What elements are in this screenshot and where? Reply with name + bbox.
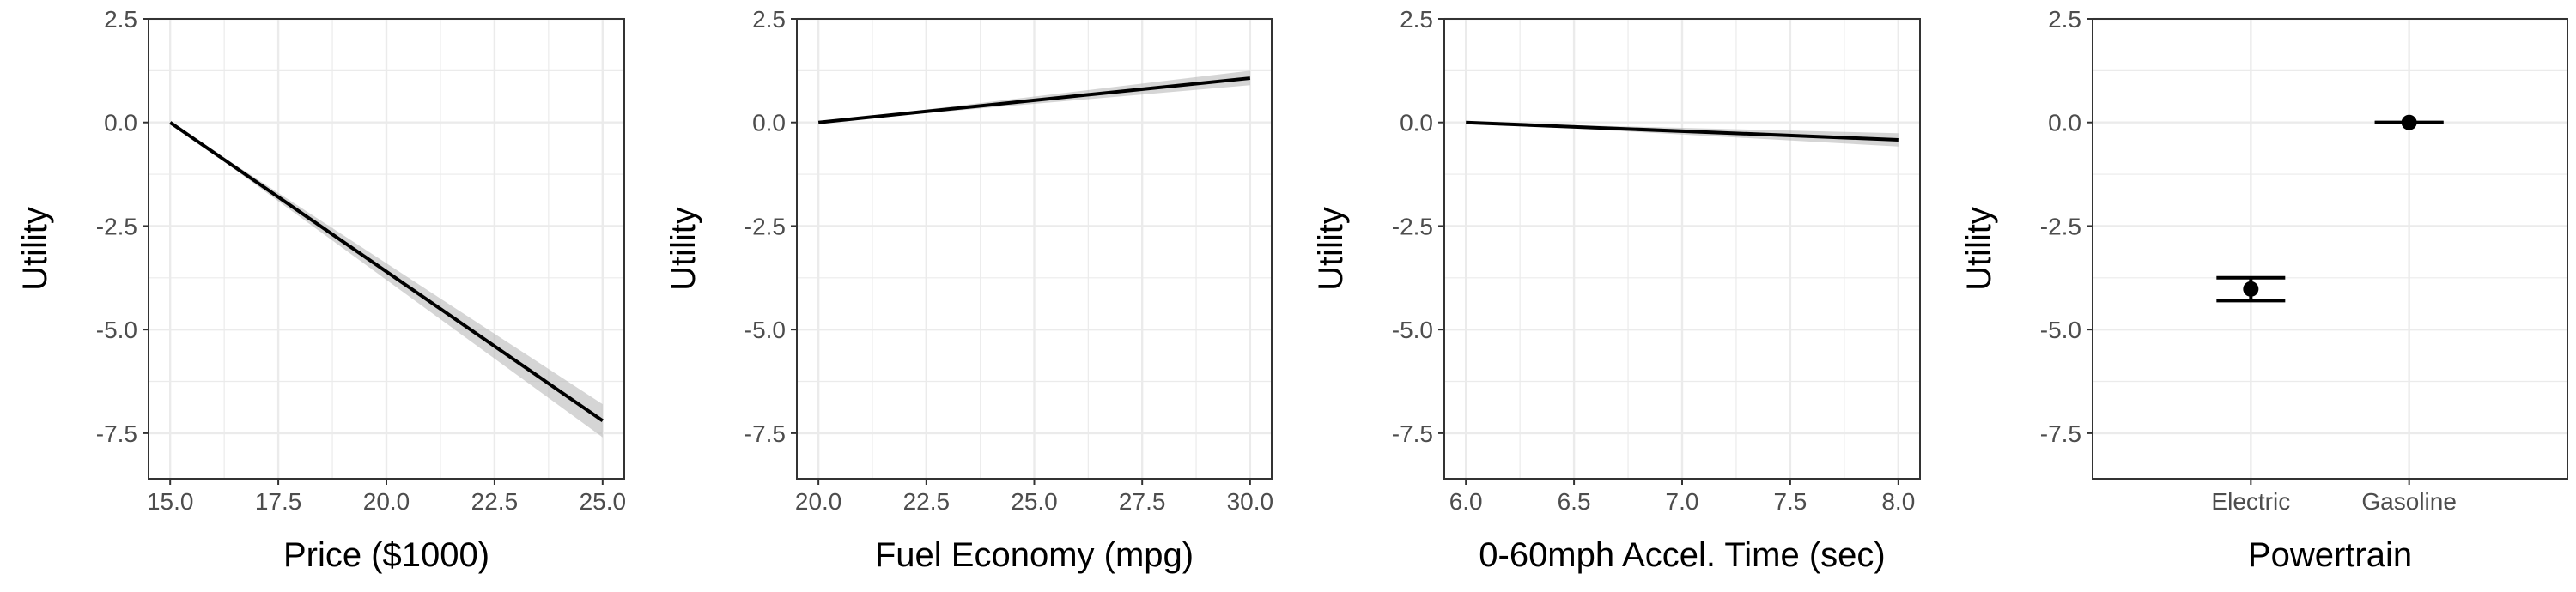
confidence-band xyxy=(818,70,1250,123)
y-tick-label: 0.0 xyxy=(752,110,786,136)
y-tick-label: 0.0 xyxy=(1400,110,1433,136)
y-tick-label: 0.0 xyxy=(104,110,137,136)
chart-panel-3: 2.5 0.0 -2.5 -5.0 -7.5 6.0 6.5 7.0 7.5 8.0 0-60mph… xyxy=(1312,6,1921,574)
y-tick-label: -7.5 xyxy=(2040,420,2081,447)
y-tick-label: 0.0 xyxy=(2048,110,2081,136)
x-tick-label: 7.5 xyxy=(1773,488,1807,515)
y-tick-label: 2.5 xyxy=(2048,6,2081,33)
utility-line xyxy=(817,76,1251,124)
y-axis-title: Utility xyxy=(665,207,702,291)
x-tick-label: Gasoline xyxy=(2361,488,2457,515)
y-axis-title: Utility xyxy=(1312,207,1350,291)
x-axis-title: Fuel Economy (mpg) xyxy=(875,536,1194,574)
y-tick-label: -5.0 xyxy=(1392,317,1433,343)
y-tick-label: -7.5 xyxy=(744,420,786,447)
y-tick-label: 2.5 xyxy=(1400,6,1433,33)
x-tick-label: 20.0 xyxy=(363,488,410,515)
y-tick-label: -5.0 xyxy=(744,317,786,343)
chart-panel-1: 2.5 0.0 -2.5 -5.0 -7.5 15.0 17.5 20.0 22.5 25.0 Pr… xyxy=(16,6,626,574)
x-tick-label: 6.5 xyxy=(1558,488,1591,515)
y-tick-label: 2.5 xyxy=(104,6,137,33)
chart-panel-2: 2.5 0.0 -2.5 -5.0 -7.5 20.0 22.5 25.0 27.5 30.0 Fu… xyxy=(665,6,1273,574)
y-tick-label: -2.5 xyxy=(1392,213,1433,239)
x-tick-label: 20.0 xyxy=(795,488,842,515)
x-tick-label: 22.5 xyxy=(903,488,951,515)
x-tick-label: 27.5 xyxy=(1119,488,1166,515)
x-tick-label: 17.5 xyxy=(255,488,302,515)
y-tick-label: -2.5 xyxy=(744,213,786,239)
point-gasoline xyxy=(2401,114,2417,130)
confidence-band xyxy=(1466,122,1899,147)
x-tick-label: 8.0 xyxy=(1881,488,1915,515)
y-tick-label: -7.5 xyxy=(1392,420,1433,447)
utility-line xyxy=(1466,120,1899,142)
y-tick-label: -2.5 xyxy=(96,213,137,239)
confidence-band xyxy=(170,122,603,438)
panel-border xyxy=(2092,18,2568,480)
x-axis-title: Price ($1000) xyxy=(283,536,489,574)
x-tick-label: 30.0 xyxy=(1227,488,1274,515)
y-tick-label: -2.5 xyxy=(2040,213,2081,239)
y-tick-label: -5.0 xyxy=(2040,317,2081,343)
y-tick-label: -5.0 xyxy=(96,317,137,343)
y-axis-title: Utility xyxy=(16,207,54,291)
point-electric xyxy=(2243,281,2259,297)
utility-line xyxy=(169,121,604,423)
x-axis-title: 0-60mph Accel. Time (sec) xyxy=(1479,536,1886,574)
x-axis-title: Powertrain xyxy=(2248,536,2412,574)
y-axis-title: Utility xyxy=(1960,207,1998,291)
chart-panel-4: 2.5 0.0 -2.5 -5.0 -7.5 Electric Gasoline Powert… xyxy=(1960,6,2568,574)
x-tick-label: 15.0 xyxy=(147,488,194,515)
x-tick-label: Electric xyxy=(2211,488,2290,515)
x-tick-label: 25.0 xyxy=(1011,488,1058,515)
x-tick-label: 7.0 xyxy=(1666,488,1699,515)
x-tick-label: 25.0 xyxy=(580,488,627,515)
y-tick-label: -7.5 xyxy=(96,420,137,447)
y-tick-label: 2.5 xyxy=(752,6,786,33)
x-tick-label: 22.5 xyxy=(471,488,519,515)
x-tick-label: 6.0 xyxy=(1449,488,1483,515)
